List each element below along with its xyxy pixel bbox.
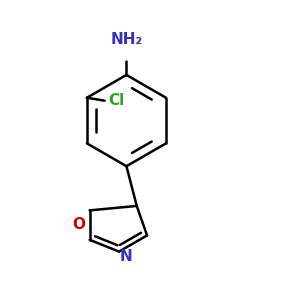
Text: Cl: Cl: [108, 93, 124, 108]
Text: NH₂: NH₂: [110, 32, 142, 46]
Text: O: O: [72, 217, 85, 232]
Text: N: N: [119, 249, 132, 264]
